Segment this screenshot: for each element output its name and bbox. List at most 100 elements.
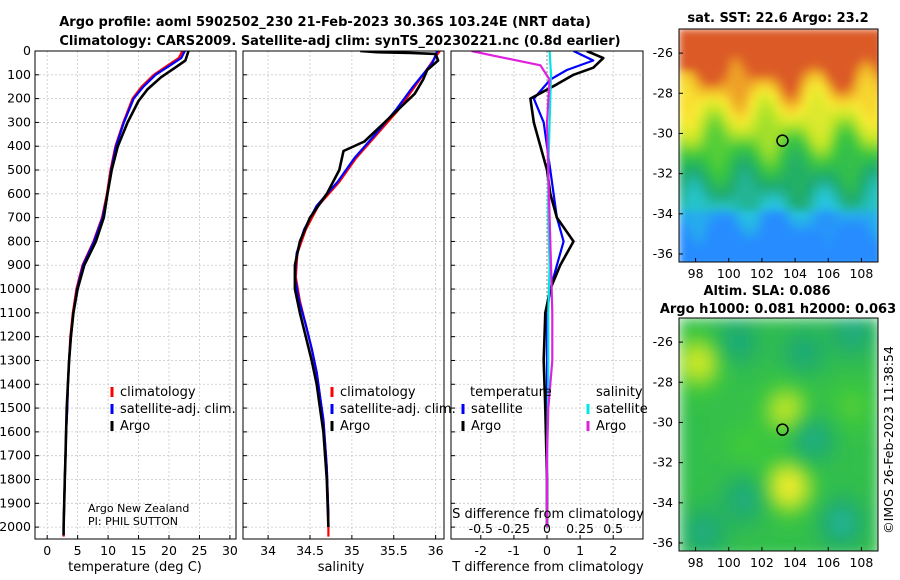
sla-cell [799, 494, 808, 503]
sla-cell [751, 534, 760, 543]
difference-sal-legend-label: Argo [596, 419, 626, 434]
sla-cell [775, 510, 784, 519]
sst-cell [707, 99, 715, 107]
sla-cell [871, 374, 878, 383]
sst-cell [721, 232, 729, 240]
sla-cell [727, 534, 736, 543]
sst-cell [742, 155, 750, 163]
sla-cell [863, 366, 872, 375]
sla-cell [679, 398, 688, 407]
sla-cell [695, 422, 704, 431]
sst-cell [679, 225, 687, 233]
sst-cell [756, 92, 764, 100]
sst-cell [693, 134, 701, 142]
sst-cell [693, 113, 701, 121]
sst-cell [742, 29, 750, 37]
sst-cell [840, 43, 848, 51]
sla-cell [711, 470, 720, 479]
sst-cell [833, 50, 841, 58]
sst-cell [742, 134, 750, 142]
sla-cell [703, 342, 712, 351]
sla-cell [863, 326, 872, 335]
sst-cell [854, 92, 862, 100]
sst-cell [693, 71, 701, 79]
sst-cell [735, 148, 743, 156]
sst-cell [861, 162, 869, 170]
sst-cell [791, 253, 799, 261]
sst-cell [700, 204, 708, 212]
sst-cell [840, 232, 848, 240]
sla-cell [743, 470, 752, 479]
sst-cell [728, 211, 736, 219]
sst-cell [868, 239, 876, 247]
sla-cell [783, 382, 792, 391]
sla-cell [687, 478, 696, 487]
sst-cell [854, 85, 862, 93]
sla-cell [735, 446, 744, 455]
sst-cell [847, 239, 855, 247]
sst-cell [728, 134, 736, 142]
sst-cell [784, 99, 792, 107]
sla-cell [719, 406, 728, 415]
sst-cell [812, 204, 820, 212]
sst-cell [868, 225, 876, 233]
sla-cell [735, 526, 744, 535]
sst-cell [791, 204, 799, 212]
sst-cell [861, 29, 869, 37]
sst-cell [868, 57, 876, 65]
sst-cell [847, 36, 855, 44]
sst-cell [707, 29, 715, 37]
sla-cell [719, 526, 728, 535]
sla-cell [735, 454, 744, 463]
sla-cell [799, 366, 808, 375]
sla-cell [815, 350, 824, 359]
sst-cell [749, 239, 757, 247]
sst-cell [721, 50, 729, 58]
sla-cell [775, 326, 784, 335]
sst-cell [707, 232, 715, 240]
depth-tick-label: 1000 [0, 281, 31, 296]
sst-cell [812, 176, 820, 184]
sst-cell [749, 78, 757, 86]
sst-cell [700, 85, 708, 93]
sla-cell [759, 382, 768, 391]
sst-cell [819, 218, 827, 226]
sst-cell [700, 260, 708, 262]
sla-cell [855, 494, 864, 503]
sst-cell [812, 127, 820, 135]
sla-cell [703, 406, 712, 415]
sst-cell [777, 29, 785, 37]
depth-tick-label: 1200 [0, 329, 31, 344]
sla-cell [767, 358, 776, 367]
depth-tick-label: 700 [7, 210, 31, 225]
sst-cell [847, 99, 855, 107]
sst-cell [819, 57, 827, 65]
sst-cell [763, 99, 771, 107]
sla-cell [767, 542, 776, 551]
sst-cell [756, 134, 764, 142]
sla-cell [775, 366, 784, 375]
sla-cell [807, 430, 816, 439]
sla-cell [743, 454, 752, 463]
sst-cell [784, 169, 792, 177]
sla-cell [791, 542, 800, 551]
sla-cell [775, 350, 784, 359]
sla-cell [727, 390, 736, 399]
sst-cell [700, 99, 708, 107]
sla-cell [751, 510, 760, 519]
sst-cell [693, 260, 701, 262]
sla-cell [775, 462, 784, 471]
sla-cell [823, 502, 832, 511]
sst-ytick-label: -36 [653, 246, 673, 261]
sst-cell [770, 211, 778, 219]
sst-cell [686, 113, 694, 121]
sla-cell [791, 518, 800, 527]
sst-cell [819, 155, 827, 163]
sst-cell [714, 204, 722, 212]
sla-cell [767, 390, 776, 399]
sla-cell [703, 454, 712, 463]
sla-cell [711, 526, 720, 535]
sla-cell [751, 430, 760, 439]
sst-cell [812, 218, 820, 226]
